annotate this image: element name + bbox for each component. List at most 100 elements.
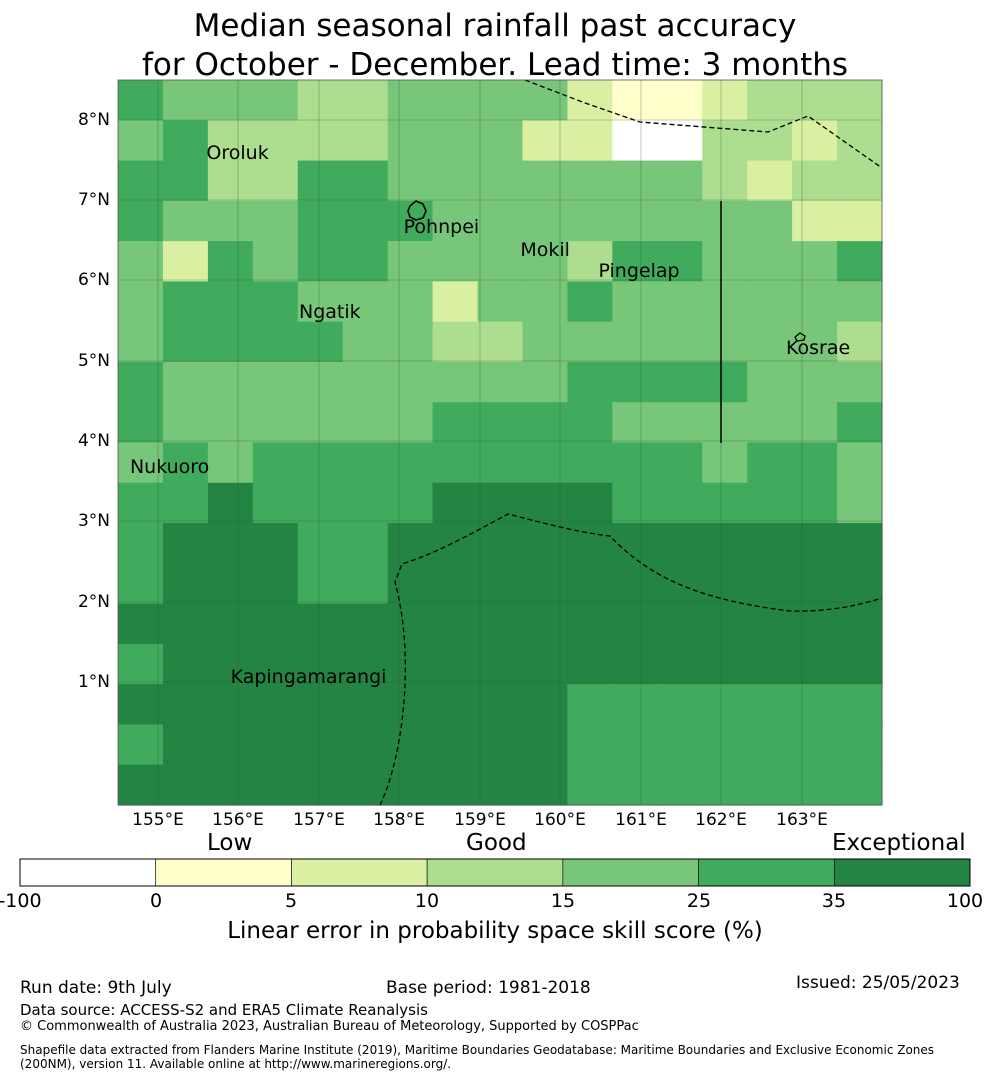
grid-cell [118, 321, 164, 363]
grid-cell [342, 80, 389, 121]
grid-cell [297, 120, 344, 162]
grid-cell [118, 442, 164, 484]
grid-cell [252, 281, 299, 323]
grid-cell [432, 281, 479, 323]
grid-cell [837, 724, 883, 766]
grid-cell [477, 321, 524, 363]
colorbar-segment [19, 858, 157, 887]
base-period: Base period: 1981-2018 [386, 978, 591, 998]
colorbar-category-exceptional: Exceptional [832, 830, 966, 856]
grid-cell [522, 482, 569, 524]
place-label-pingelap: Pingelap [598, 260, 680, 283]
lat-label: 3°N [77, 511, 110, 531]
grid-cell [342, 603, 389, 645]
grid-cell [567, 643, 613, 685]
grid-cell [792, 684, 838, 726]
grid-cell [702, 764, 748, 806]
grid-cell [252, 200, 299, 242]
grid-cell [387, 361, 434, 403]
grid-cell [297, 442, 344, 484]
lat-label: 5°N [77, 351, 110, 371]
grid-cell [837, 402, 883, 444]
issued-date: Issued: 25/05/2023 [796, 973, 960, 993]
grid-cell [342, 321, 389, 363]
lon-label: 159°E [454, 810, 506, 830]
grid-cell [387, 80, 434, 121]
grid-cell [252, 321, 299, 363]
grid-cell [792, 643, 838, 685]
grid-cell [118, 764, 164, 806]
grid-cell [522, 724, 569, 766]
lat-label: 4°N [77, 431, 110, 451]
grid-cell [432, 361, 479, 403]
grid-cell [747, 764, 793, 806]
grid-cell [747, 361, 793, 403]
lat-label: 1°N [77, 672, 110, 692]
grid-cell [612, 643, 658, 685]
grid-cell [342, 684, 389, 726]
grid-cell [612, 603, 658, 645]
grid-cell [162, 764, 209, 806]
lon-label: 156°E [212, 810, 264, 830]
shapefile-credit-1: Shapefile data extracted from Flanders M… [20, 1043, 935, 1057]
grid-cell [162, 563, 209, 605]
shapefile-credit-2: (200NM), version 11. Available online at… [20, 1057, 452, 1071]
grid-cell [207, 361, 254, 403]
grid-cell [522, 684, 569, 726]
grid-cell [118, 281, 164, 323]
place-label-oroluk: Oroluk [206, 142, 269, 165]
grid-cell [207, 482, 254, 524]
grid-cell [477, 361, 524, 403]
grid-cell [567, 603, 613, 645]
run-date: Run date: 9th July [20, 978, 172, 998]
lon-label: 162°E [695, 810, 747, 830]
grid-cell [567, 482, 613, 524]
grid-cell [702, 684, 748, 726]
lat-label: 8°N [77, 110, 110, 130]
grid-cell [252, 361, 299, 403]
grid-cell [657, 603, 703, 645]
grid-cell [567, 200, 613, 242]
grid-cell [657, 321, 703, 363]
lat-label: 6°N [77, 270, 110, 290]
grid-cell [118, 643, 164, 685]
grid-cell [477, 281, 524, 323]
grid-cell [342, 563, 389, 605]
colorbar-category-good: Good [466, 830, 527, 856]
lon-label: 155°E [132, 810, 184, 830]
grid-cell [432, 402, 479, 444]
grid-cell [477, 482, 524, 524]
place-label-kosrae: Kosrae [786, 336, 851, 359]
grid-cell [567, 80, 613, 121]
grid-cell [522, 120, 569, 162]
grid-cell [118, 482, 164, 524]
grid-cell [747, 643, 793, 685]
grid-cell [387, 724, 434, 766]
grid-cell [297, 402, 344, 444]
grid-cell [162, 80, 209, 121]
grid-cell [612, 482, 658, 524]
grid-cell [612, 402, 658, 444]
grid-cell [118, 684, 164, 726]
grid-cell [207, 603, 254, 645]
grid-cell [522, 160, 569, 202]
place-label-ngatik: Ngatik [299, 300, 361, 323]
grid-cell [567, 724, 613, 766]
grid-cell [522, 80, 569, 121]
grid-cell [792, 281, 838, 323]
grid-cell [387, 281, 434, 323]
grid-cell [792, 80, 838, 121]
colorbar-segment [562, 858, 699, 887]
grid-cell [477, 402, 524, 444]
grid-cell [207, 321, 254, 363]
grid-cell [118, 80, 164, 121]
grid-cell [342, 764, 389, 806]
grid-cell [432, 523, 479, 564]
grid-cell [432, 563, 479, 605]
colorbar-tick: 10 [414, 890, 440, 912]
grid-cell [162, 321, 209, 363]
grid-cell [522, 321, 569, 363]
grid-cell [387, 643, 434, 685]
lat-label: 7°N [77, 190, 110, 210]
grid-cell [522, 200, 569, 242]
